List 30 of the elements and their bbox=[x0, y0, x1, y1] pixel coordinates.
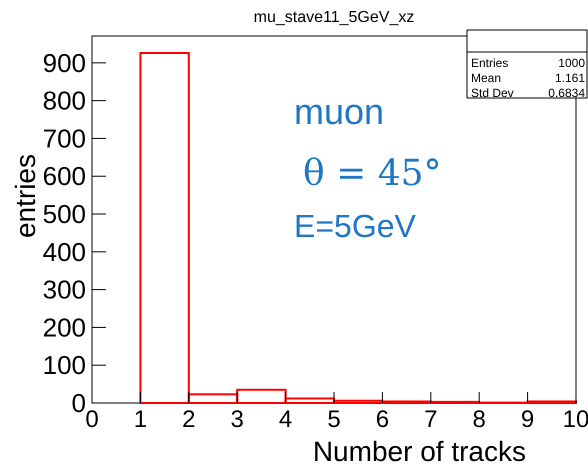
y-tick-label: 800 bbox=[42, 86, 86, 116]
annotation: Std Dev bbox=[471, 86, 514, 100]
chart-title: mu_stave11_5GeV_xz bbox=[254, 9, 414, 26]
annotation: θ = 45° bbox=[303, 153, 442, 194]
x-tick-label: 6 bbox=[376, 406, 390, 433]
x-tick-label: 2 bbox=[182, 406, 196, 433]
annotation: muon bbox=[294, 91, 384, 132]
y-tick-label: 300 bbox=[42, 274, 86, 305]
x-tick-label: 7 bbox=[424, 406, 438, 433]
x-axis-title: Number of tracks bbox=[312, 436, 526, 467]
annotation: 1.161 bbox=[554, 71, 586, 85]
x-tick-label: 3 bbox=[230, 406, 244, 433]
x-tick-label: 9 bbox=[520, 406, 534, 433]
annotation: Entries bbox=[471, 56, 508, 70]
y-tick-label: 900 bbox=[42, 48, 86, 78]
y-tick-label: 600 bbox=[42, 161, 86, 192]
y-tick-label: 400 bbox=[42, 236, 86, 267]
y-tick-label: 500 bbox=[42, 199, 86, 230]
y-tick-label: 200 bbox=[42, 312, 86, 342]
x-tick-label: 8 bbox=[472, 406, 486, 433]
annotation: Mean bbox=[471, 71, 502, 85]
annotation: E=5GeV bbox=[294, 208, 417, 244]
y-axis-title: entries bbox=[10, 154, 41, 238]
x-tick-label: 4 bbox=[278, 406, 292, 433]
y-tick-label: 700 bbox=[42, 123, 86, 154]
annotation: 1000 bbox=[558, 56, 586, 70]
x-tick-label: 5 bbox=[327, 406, 341, 433]
y-tick-label: 100 bbox=[42, 350, 86, 380]
x-tick-label: 1 bbox=[134, 406, 148, 433]
annotation: 0.6834 bbox=[548, 86, 586, 100]
